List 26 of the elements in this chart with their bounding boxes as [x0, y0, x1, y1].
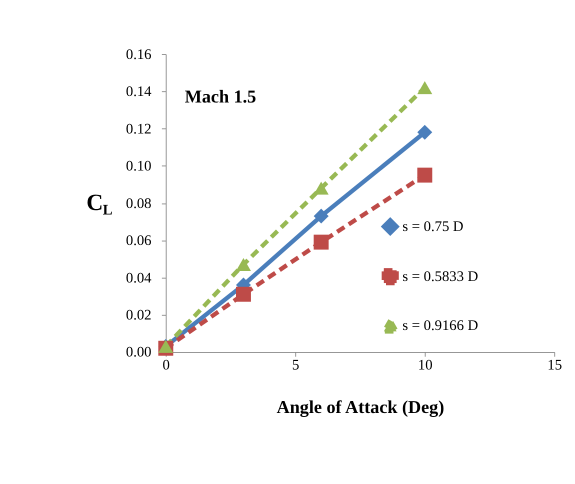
- point: [417, 124, 432, 140]
- y-tick-label: 0.14: [126, 84, 152, 100]
- legend-label: s = 0.9166 D: [402, 318, 478, 334]
- y-tick-label: 0.10: [126, 158, 152, 175]
- legend-label: s = 0.75 D: [402, 218, 464, 235]
- y-tick-label: 0.04: [126, 270, 152, 286]
- x-tick-label: 5: [292, 358, 300, 374]
- y-tick-label: 0.02: [126, 308, 152, 324]
- point: [314, 234, 329, 250]
- y-tick-label: 0.00: [126, 344, 152, 361]
- y-tick-label: 0.12: [126, 121, 152, 138]
- point: [417, 81, 432, 94]
- point: [236, 286, 251, 302]
- point: [417, 168, 432, 183]
- x-tick-label: 15: [547, 358, 562, 374]
- point: [314, 208, 329, 224]
- point: [314, 182, 329, 195]
- y-tick-label: 0.16: [126, 46, 152, 63]
- y-tick-label: 0.06: [126, 233, 152, 250]
- annotation: Mach 1.5: [184, 86, 256, 106]
- y-tick-label: 0.08: [126, 196, 152, 212]
- x-tick-label: 0: [162, 358, 170, 374]
- legend-label: s = 0.5833 D: [402, 268, 478, 285]
- x-tick-label: 10: [418, 358, 433, 374]
- point: [236, 258, 251, 271]
- x-axis-title: Angle of Attack (Deg): [276, 396, 444, 417]
